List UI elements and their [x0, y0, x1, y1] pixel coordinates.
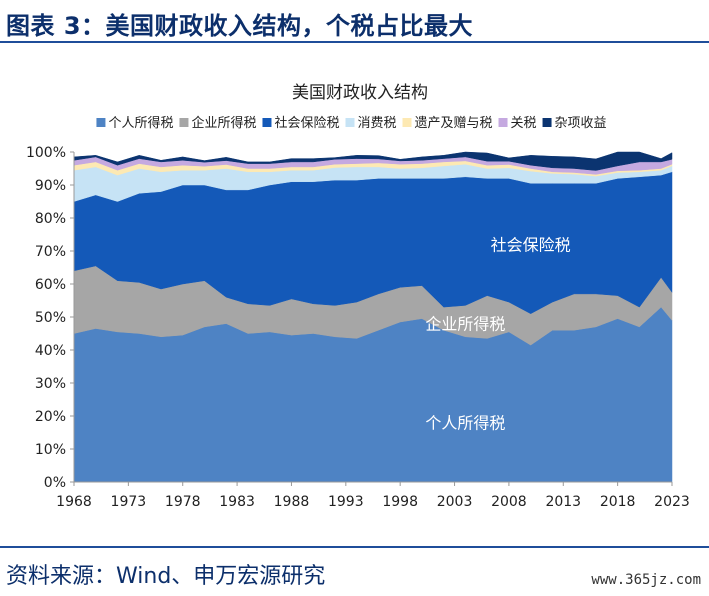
y-tick-label: 20%: [35, 409, 66, 425]
x-tick-label: 2008: [491, 494, 527, 510]
x-tick-label: 1978: [165, 494, 201, 510]
chart-title: 美国财政收入结构: [292, 83, 428, 103]
chart-legend: 个人所得税 企业所得税 社会保险税 消费税 遗产及赠与税 关税 杂项收益: [96, 115, 607, 131]
area-label-3: 个人所得税: [425, 414, 505, 433]
y-tick-label: 40%: [35, 343, 66, 359]
legend-label: 关税: [511, 116, 537, 131]
stacked-area-chart: 美国财政收入结构 个人所得税 企业所得税 社会保险税 消费税 遗产及赠与税 关税 杂项收益 …: [26, 83, 690, 510]
legend-item-6: 关税: [498, 116, 537, 131]
legend-swatch: [402, 118, 412, 127]
area-7: [73, 151, 673, 171]
bottom-rule: [0, 546, 709, 548]
y-tick-label: 80%: [35, 211, 66, 227]
legend-swatch: [262, 118, 272, 127]
legend-label: 消费税: [357, 116, 396, 131]
legend-item-2: 企业所得税: [179, 115, 256, 131]
legend-item-3: 社会保险税: [262, 115, 339, 131]
top-rule: [0, 41, 709, 43]
source-note: 资料来源：Wind、申万宏源研究: [6, 564, 326, 589]
y-tick-label: 100%: [26, 145, 66, 161]
area-layers: [73, 151, 673, 483]
legend-label: 遗产及赠与税: [415, 116, 493, 131]
x-tick-label: 1983: [219, 494, 255, 510]
legend-label: 杂项收益: [555, 116, 607, 131]
y-tick-label: 90%: [35, 178, 66, 194]
legend-item-7: 杂项收益: [542, 116, 607, 131]
legend-swatch: [96, 118, 106, 127]
area-label-1: 社会保险税: [491, 235, 571, 254]
legend-label: 社会保险税: [274, 115, 339, 131]
legend-item-5: 遗产及赠与税: [402, 116, 493, 131]
area-label-2: 企业所得税: [425, 315, 505, 334]
legend-item-1: 个人所得税: [96, 115, 173, 131]
x-tick-label: 2013: [545, 494, 581, 510]
y-tick-label: 60%: [35, 277, 66, 293]
y-tick-label: 30%: [35, 376, 66, 392]
legend-label: 企业所得税: [191, 115, 256, 131]
x-tick-label: 2023: [654, 494, 690, 510]
x-tick-label: 2018: [600, 494, 636, 510]
x-tick-label: 1998: [382, 494, 418, 510]
y-tick-label: 0%: [44, 475, 66, 491]
x-tick-label: 1973: [111, 494, 147, 510]
y-tick-label: 70%: [35, 244, 66, 260]
legend-swatch: [542, 118, 552, 127]
y-tick-label: 10%: [35, 442, 66, 458]
x-tick-label: 1988: [274, 494, 310, 510]
y-tick-label: 50%: [35, 310, 66, 326]
x-tick-label: 1993: [328, 494, 364, 510]
watermark: www.365jz.com: [591, 572, 701, 588]
legend-swatch: [345, 118, 355, 127]
legend-label: 个人所得税: [108, 115, 173, 131]
legend-item-4: 消费税: [345, 116, 397, 131]
legend-swatch: [498, 118, 508, 127]
figure-title: 图表 3：美国财政收入结构，个税占比最大: [6, 12, 474, 40]
legend-swatch: [179, 118, 189, 127]
x-tick-label: 2003: [437, 494, 473, 510]
chart-axes: 0% 10% 20% 30% 40% 50% 60% 70% 80% 90% 100% 1968 197…: [26, 145, 690, 510]
x-tick-label: 1968: [56, 494, 92, 510]
